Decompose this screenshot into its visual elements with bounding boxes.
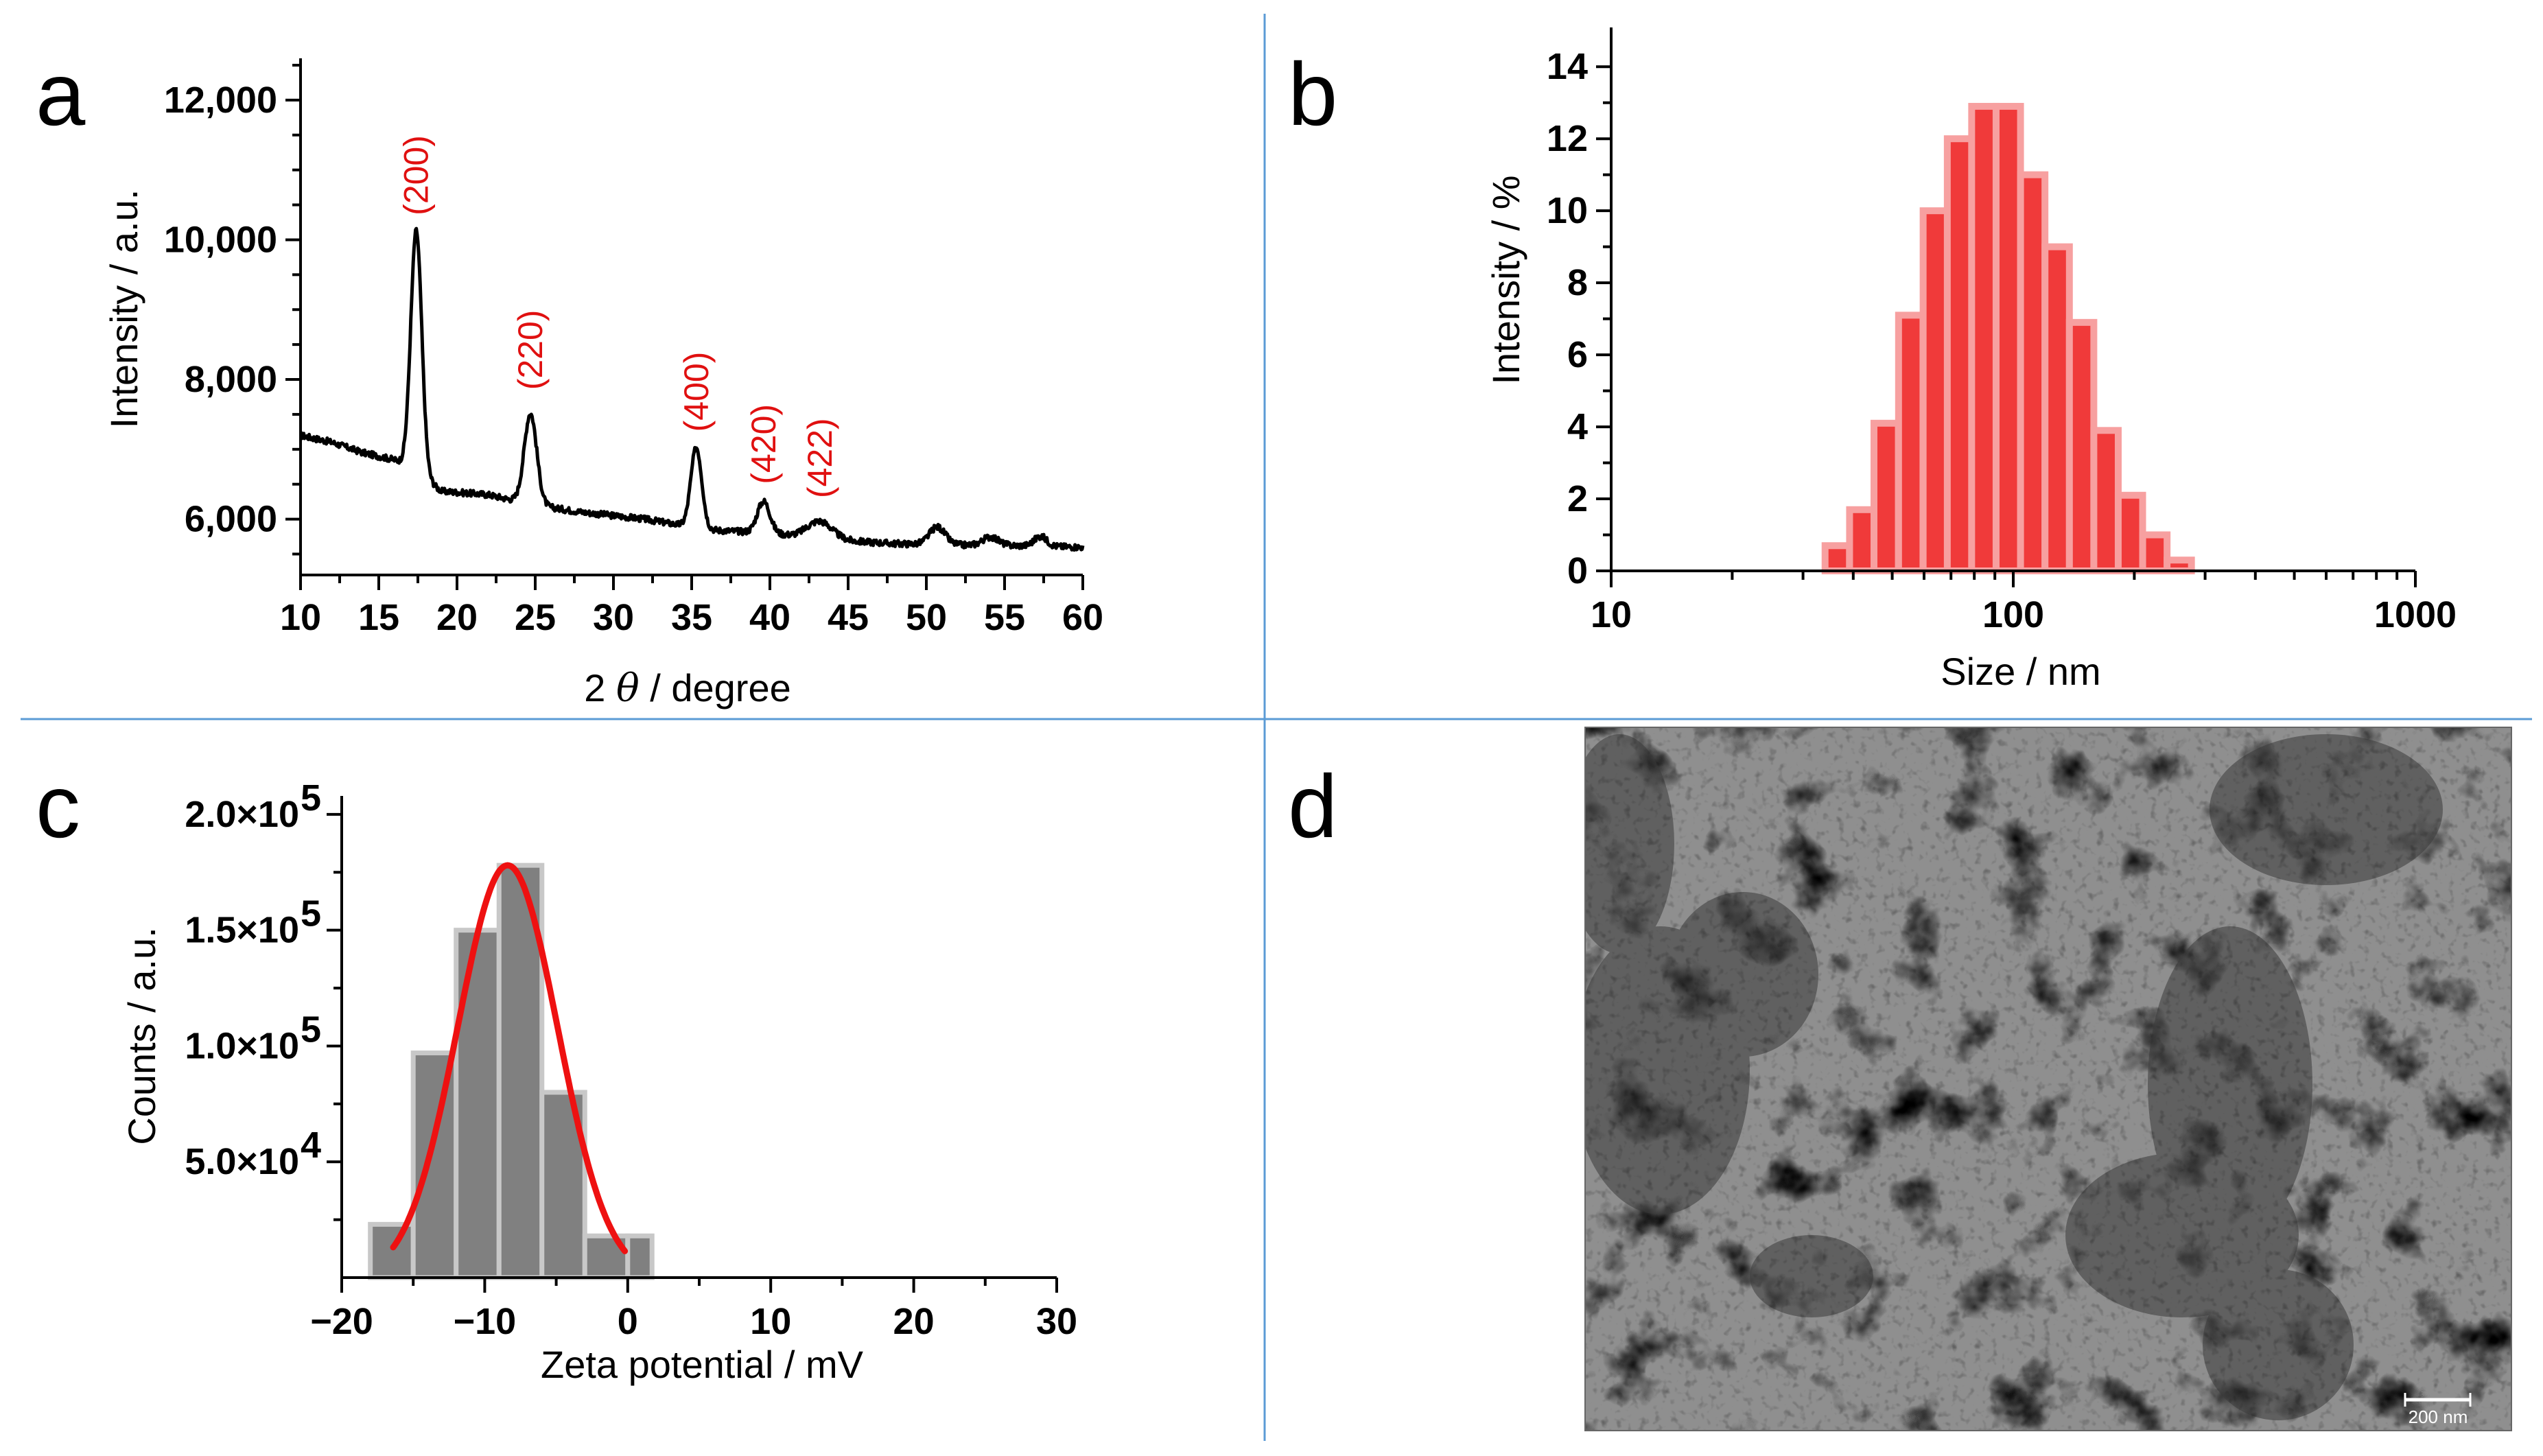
panel-c-y-tick-label: 5.0×10 (185, 1141, 299, 1182)
panel-a-y-tick-label: 8,000 (185, 359, 277, 400)
panel-d-letter: d (1288, 756, 1337, 856)
panel-a-xrd-chart: a 10 15 20 25 30 35 40 45 50 55 60 6,000 8,000 10,000… (36, 44, 1103, 711)
x-title-prefix: 2 (584, 666, 616, 709)
panel-a-x-tick-label: 25 (515, 597, 556, 638)
size-bar (1895, 312, 1927, 574)
panel-b-y-tick-label: 10 (1547, 190, 1588, 231)
panel-c-zeta-potential-chart: c −20 −10 0 10 20 305.0×10 41.0×10 51.5×10 52.0×… (36, 756, 1077, 1386)
panel-b-x-tick-label: 100 (1982, 594, 2044, 635)
size-bar (1968, 102, 2000, 575)
panel-c-y-tick-label: 1.0×10 (185, 1025, 299, 1066)
gaussian-fit-curve (390, 862, 629, 1254)
panel-c-y-tick-exponent: 5 (301, 893, 321, 935)
size-bar (1992, 102, 2024, 575)
panel-b-x-tick-label: 10 (1591, 594, 1632, 635)
panel-c-x-axis-title: Zeta potential / mV (541, 1343, 864, 1386)
zeta-bar (368, 1221, 416, 1280)
panel-a-x-axis-title: 2 θ / degree (584, 666, 790, 711)
zeta-bar (410, 1050, 459, 1280)
panel-c-x-tick-label: 30 (1036, 1301, 1077, 1342)
panel-c-letter: c (36, 756, 80, 856)
panel-a-y-tick-label: 10,000 (164, 219, 277, 260)
panel-c-y-tick-label: 1.5×10 (185, 910, 299, 951)
panel-c-x-tick-label: −10 (454, 1301, 517, 1342)
size-bar (2065, 318, 2098, 574)
tem-micrograph: 200 nm (1585, 727, 2511, 1431)
panel-a-y-axis-title: Intensity / a.u. (102, 189, 145, 429)
panel-c-x-tick-label: 0 (618, 1301, 638, 1342)
panel-b-y-tick-label: 12 (1547, 118, 1588, 159)
panel-a-x-tick-label: 40 (749, 597, 790, 638)
panel-d-tem-image: d 200 nm (1288, 727, 2512, 1431)
panel-a-x-tick-label: 35 (671, 597, 712, 638)
peak-label: (420) (745, 404, 783, 484)
panel-b-y-axis-title: Intensity / % (1484, 175, 1527, 384)
panel-c-y-tick-exponent: 5 (301, 777, 321, 819)
panel-c-y-axis-title: Counts / a.u. (120, 927, 163, 1145)
size-bar (2164, 556, 2195, 574)
panel-a-x-tick-label: 45 (828, 597, 869, 638)
panel-c-x-tick-label: −20 (310, 1301, 373, 1342)
peak-label: (400) (677, 352, 716, 432)
panel-b-y-tick-label: 8 (1567, 262, 1588, 303)
size-bar (2114, 491, 2146, 574)
size-bar (1871, 419, 1902, 574)
peak-label: (200) (397, 135, 436, 215)
panel-b-y-tick-label: 0 (1567, 550, 1588, 591)
size-bar (2090, 427, 2122, 574)
panel-b-size-distribution-chart: b 10 100 1000 0 2 4 6 8 10 12 14 Intensity / % Siz… (1288, 27, 2457, 693)
panel-c-y-tick-exponent: 5 (301, 1009, 321, 1050)
size-bar (2017, 171, 2049, 574)
size-bar (1846, 506, 1878, 574)
panel-a-x-tick-label: 20 (436, 597, 478, 638)
panel-a-letter: a (36, 44, 86, 144)
panel-b-letter: b (1288, 44, 1337, 144)
panel-b-y-tick-label: 6 (1567, 334, 1588, 375)
peak-label: (422) (801, 418, 839, 498)
panel-c-x-tick-label: 10 (750, 1301, 791, 1342)
panel-b-y-tick-label: 2 (1567, 478, 1588, 519)
panel-c-y-tick-exponent: 4 (301, 1125, 321, 1166)
theta-symbol: θ (616, 666, 640, 711)
panel-b-y-tick-label: 4 (1567, 406, 1588, 447)
panel-a-x-tick-label: 15 (358, 597, 399, 638)
panel-a-y-tick-label: 12,000 (164, 80, 277, 121)
zeta-bar (454, 928, 502, 1280)
panel-a-x-tick-label: 50 (906, 597, 947, 638)
panel-c-y-tick-label: 2.0×10 (185, 794, 299, 835)
size-bar (1821, 542, 1853, 574)
x-title-suffix: / degree (640, 666, 791, 709)
panel-b-x-tick-label: 1000 (2374, 594, 2457, 635)
xrd-pattern-line (299, 226, 1085, 552)
peak-label: (220) (511, 310, 550, 390)
panel-c-x-tick-label: 20 (893, 1301, 935, 1342)
size-bar (2041, 243, 2073, 574)
zeta-bar (625, 1233, 655, 1280)
panel-a-x-tick-label: 10 (280, 597, 321, 638)
size-bar (2139, 531, 2171, 575)
size-bar (1943, 135, 1976, 574)
panel-a-y-tick-label: 6,000 (185, 499, 277, 540)
panel-b-y-tick-label: 14 (1547, 46, 1588, 87)
panel-a-x-tick-label: 30 (593, 597, 634, 638)
panel-a-x-tick-label: 55 (984, 597, 1025, 638)
panel-a-x-tick-label: 60 (1062, 597, 1103, 638)
scale-bar-label: 200 nm (2409, 1407, 2468, 1427)
panel-b-x-axis-title: Size / nm (1941, 650, 2100, 693)
